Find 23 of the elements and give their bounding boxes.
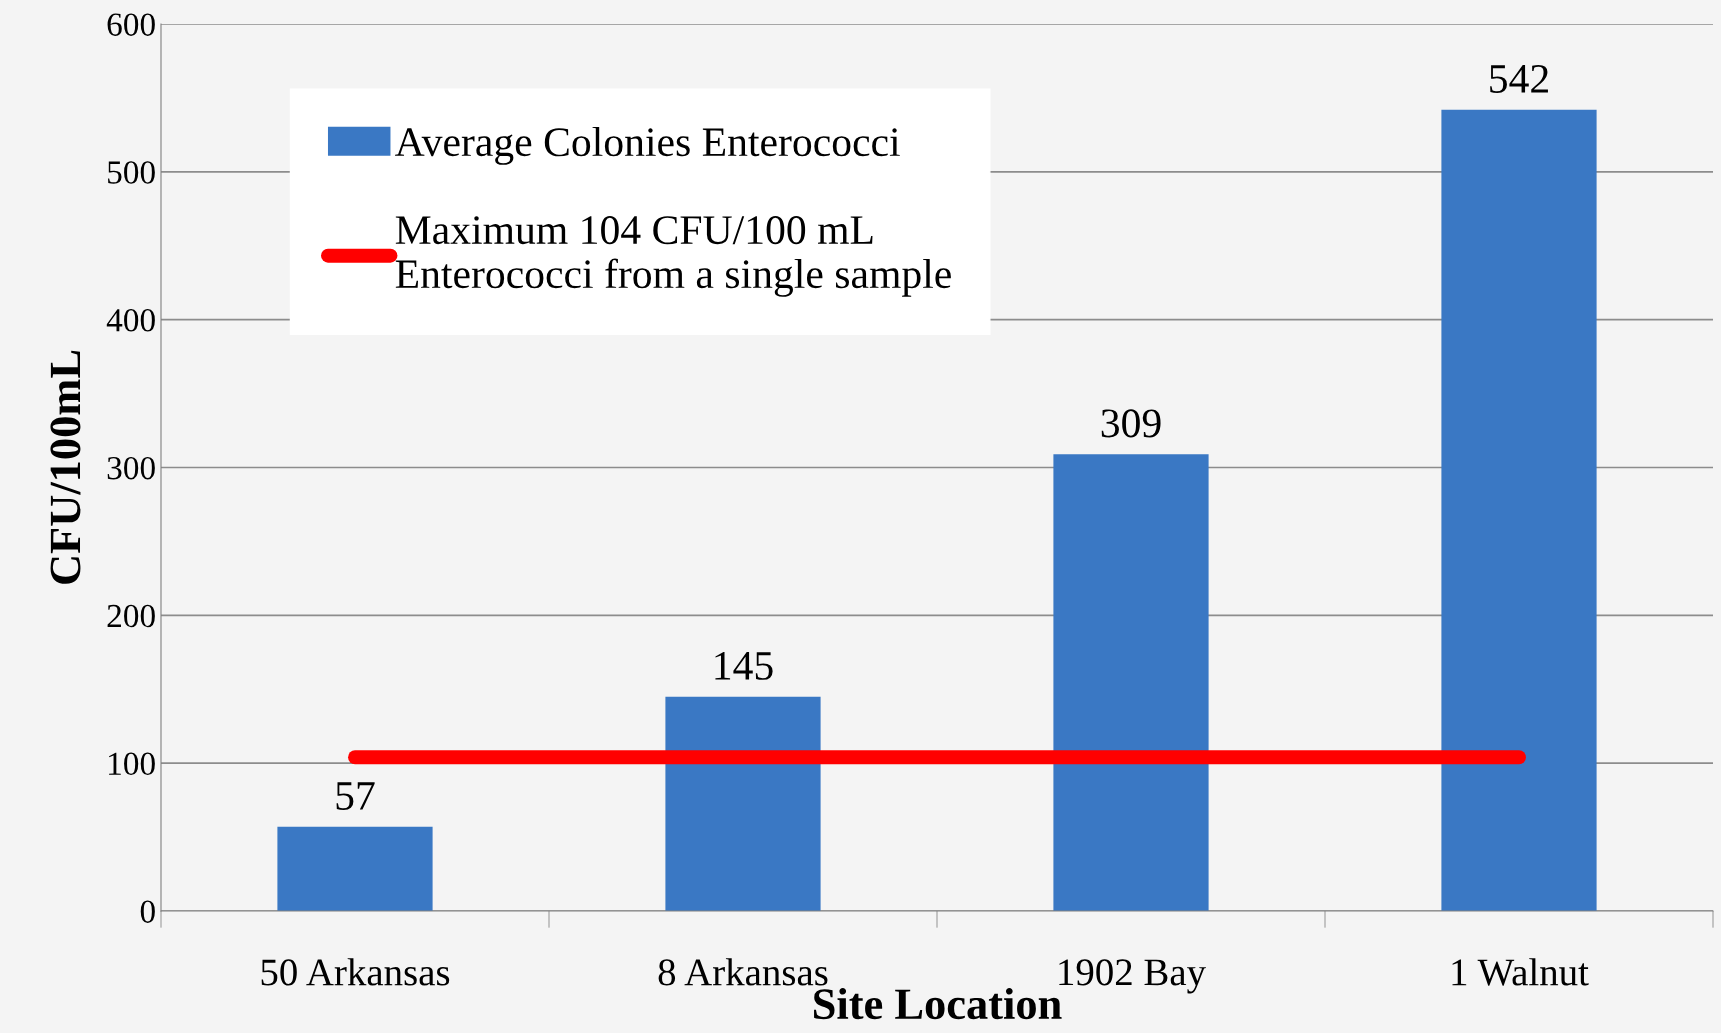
x-tick-label: 1 Walnut [1452,958,1589,986]
x-tick-label: 8 Arkansas [658,958,828,986]
y-tick-label: 0 [140,900,155,923]
y-tick-label: 300 [107,456,155,480]
data-label: 309 [1101,409,1161,438]
bar [1441,109,1597,911]
x-tick-label: 1902 Bay [1059,959,1206,994]
legend-label: Average Colonies Enterococci [395,126,900,165]
data-label: 542 [1490,64,1548,93]
x-tick-label: 50 Arkansas [261,958,450,986]
data-label: 57 [336,782,375,810]
y-tick-label: 500 [108,161,155,184]
y-tick-label: 600 [107,13,155,36]
bar [665,696,821,911]
y-axis-title: CFU/100mL [50,350,81,584]
y-tick-label: 400 [106,309,155,332]
bar [277,826,433,911]
y-tick-label: 100 [109,752,155,776]
y-tick-label: 200 [107,604,155,628]
data-label: 145 [715,651,773,680]
x-axis-title: Site Location [814,987,1062,1020]
legend-label: Maximum 104 CFU/100 mL Enterococci from a single sample [395,216,951,297]
bar [1053,454,1209,911]
